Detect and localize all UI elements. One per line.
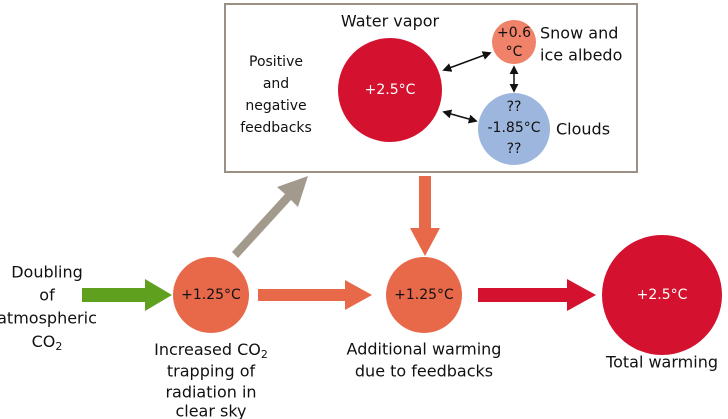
input-line: Doubling — [11, 263, 83, 282]
subscript: 2 — [55, 340, 62, 353]
node-title: Snow and — [540, 24, 618, 43]
node-value: +2.5°C — [637, 287, 688, 303]
node-circle — [173, 257, 249, 333]
input-label: Doubling of atmospheric CO2 — [0, 263, 97, 354]
node-value: ?? — [507, 141, 522, 157]
caption-line: Total warming — [605, 353, 718, 372]
caption-line: Increased CO — [154, 340, 261, 359]
caption-line: Increased CO2 — [154, 340, 268, 362]
node-value: +2.5°C — [365, 82, 416, 98]
node-title: Clouds — [556, 120, 610, 139]
caption-line: due to feedbacks — [355, 362, 493, 381]
feedback-arrow — [442, 109, 478, 124]
arrow — [478, 279, 596, 311]
feedback-label: Positive and negative feedbacks — [240, 54, 312, 136]
input-line: atmospheric — [0, 309, 97, 328]
node-title: Water vapor — [341, 12, 440, 31]
node-circle — [478, 93, 550, 165]
node-circle — [386, 257, 462, 333]
input-line: of — [39, 286, 55, 305]
input-line: CO2 — [32, 332, 63, 354]
feedback-label-line: Positive — [249, 54, 303, 70]
node-circle — [338, 38, 442, 142]
caption-line: radiation in — [165, 383, 256, 402]
node-title: ice albedo — [540, 46, 622, 65]
feedback-label-line: and — [263, 76, 289, 92]
caption-line: trapping of — [167, 362, 256, 381]
input-line: CO — [32, 332, 56, 351]
feedback-arrow — [442, 51, 492, 72]
node-value: +1.25°C — [181, 287, 241, 303]
node-value: -1.85°C — [488, 120, 541, 136]
node-value: °C — [506, 44, 523, 60]
feedback-label-line: feedbacks — [240, 120, 312, 136]
arrow — [258, 280, 372, 310]
subscript: 2 — [261, 348, 268, 361]
caption-line: Additional warming — [347, 340, 502, 359]
arrow — [232, 176, 308, 258]
arrow — [82, 279, 172, 311]
node-value: +1.25°C — [394, 287, 454, 303]
node-value: ?? — [507, 99, 522, 115]
node-value: +0.6 — [497, 25, 531, 41]
node-circle — [492, 20, 536, 64]
feedback-label-line: negative — [245, 98, 306, 114]
node-caption: Increased CO2 trapping of radiation in c… — [154, 340, 268, 419]
arrow — [410, 176, 440, 256]
node-circle — [602, 235, 722, 355]
caption-line: clear sky — [175, 402, 246, 419]
